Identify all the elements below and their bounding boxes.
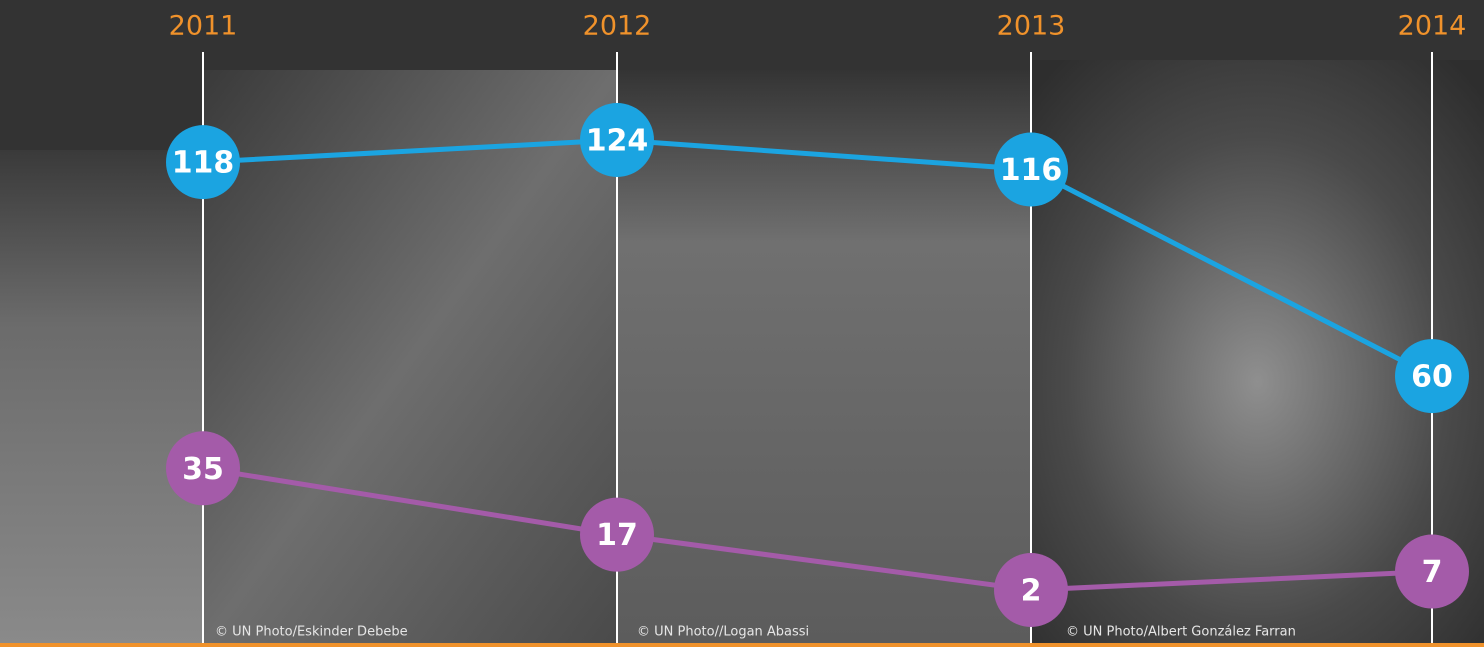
photo-credit: © UN Photo/Albert González Farran (1066, 625, 1296, 640)
photo-credit: © UN Photo//Logan Abassi (637, 625, 809, 640)
value-label: 118 (172, 146, 235, 181)
year-label: 2012 (583, 11, 652, 42)
value-label: 2 (1021, 574, 1042, 609)
value-label: 124 (586, 124, 649, 159)
photo-credit: © UN Photo/Eskinder Debebe (215, 625, 408, 640)
value-label: 116 (1000, 153, 1063, 188)
value-label: 60 (1411, 360, 1453, 395)
value-dot (166, 431, 240, 506)
value-dot (166, 125, 240, 200)
series-line (202, 465, 1433, 593)
value-label: 17 (596, 518, 638, 553)
year-label: 2011 (169, 11, 238, 42)
photo-panel (203, 70, 617, 645)
value-dot (1395, 534, 1469, 609)
value-dot (580, 103, 654, 177)
value-dot (994, 132, 1068, 207)
series-line (202, 137, 1434, 379)
value-label: 7 (1422, 555, 1443, 590)
year-label: 2014 (1398, 11, 1467, 42)
value-dot (580, 497, 654, 572)
photo-panel (0, 150, 203, 645)
value-label: 35 (182, 452, 224, 487)
value-dot (994, 553, 1068, 627)
bottom-border (0, 643, 1484, 647)
value-dot (1395, 339, 1469, 414)
year-label: 2013 (997, 11, 1066, 42)
